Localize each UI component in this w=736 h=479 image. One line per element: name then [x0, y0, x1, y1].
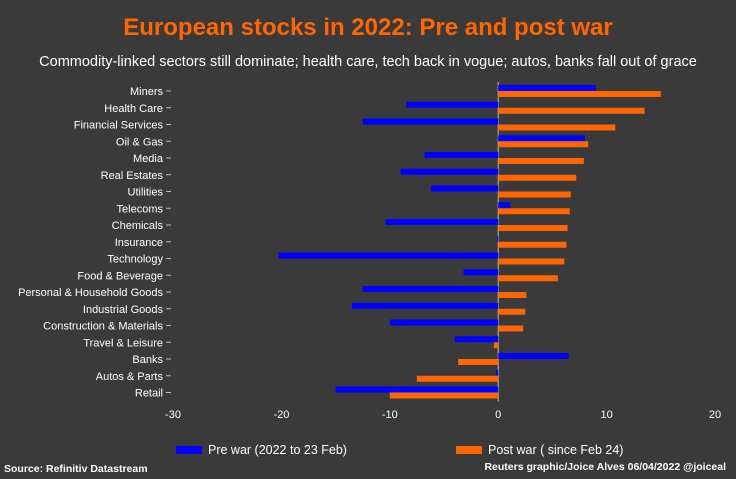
bar-post-war: [498, 191, 571, 198]
legend-pre-war-swatch: [176, 446, 202, 454]
bar-post-war: [498, 91, 661, 97]
category-label: Financial Services: [74, 120, 164, 132]
category-label: Telecoms: [117, 203, 164, 215]
bar-post-war: [498, 107, 645, 114]
category-label: Health Care: [104, 103, 163, 115]
bar-post-war: [498, 292, 527, 298]
bar-pre-war: [498, 85, 596, 91]
credit-note: Reuters graphic/Joice Alves 06/04/2022 @…: [484, 461, 726, 473]
category-label: Food & Beverage: [77, 270, 163, 282]
category-label: Travel & Leisure: [83, 337, 163, 349]
source-note: Source: Refinitiv Datastream: [4, 463, 148, 475]
bar-pre-war: [463, 269, 499, 276]
category-label: Oil & Gas: [116, 136, 164, 148]
bar-pre-war: [498, 202, 511, 209]
bar-pre-war: [406, 101, 499, 108]
bar-pre-war: [389, 319, 499, 326]
bar-post-war: [498, 208, 570, 215]
x-tick-label: 0: [495, 409, 501, 421]
x-tick-label: 10: [600, 409, 612, 421]
bar-pre-war: [454, 336, 499, 343]
category-label: Media: [133, 153, 164, 165]
legend-post-war: Post war ( since Feb 24): [456, 443, 623, 457]
category-label: Construction & Materials: [43, 321, 163, 333]
bar-pre-war: [497, 235, 499, 242]
legend-post-war-swatch: [456, 446, 482, 454]
bar-post-war: [498, 308, 526, 315]
bar-post-war: [493, 342, 499, 349]
chart-title: European stocks in 2022: Pre and post wa…: [123, 14, 613, 41]
category-label: Industrial Goods: [83, 304, 164, 316]
bar-post-war: [498, 124, 616, 131]
bar-post-war: [498, 141, 589, 148]
legend-pre-war-label: Pre war (2022 to 23 Feb): [208, 443, 347, 457]
bar-post-war: [389, 392, 499, 399]
category-label: Miners: [130, 86, 164, 98]
x-tick-label: -10: [382, 409, 398, 421]
bar-pre-war: [362, 286, 499, 292]
chart-subtitle: Commodity-linked sectors still dominate;…: [39, 54, 697, 70]
bar-pre-war: [278, 252, 499, 259]
legend-post-war-label: Post war ( since Feb 24): [488, 443, 624, 457]
bar-pre-war: [351, 302, 499, 309]
category-label: Banks: [132, 354, 163, 366]
legend-pre-war: Pre war (2022 to 23 Feb): [176, 443, 347, 457]
bar-post-war: [498, 158, 584, 164]
bar-pre-war: [335, 386, 499, 393]
category-label: Insurance: [115, 237, 163, 249]
x-tick-label: -20: [273, 409, 289, 421]
bar-pre-war: [498, 353, 569, 359]
bar-post-war: [498, 258, 565, 265]
x-tick-label: -30: [165, 409, 181, 421]
bar-post-war: [498, 241, 567, 248]
bar-post-war: [498, 174, 577, 181]
category-label: Retail: [135, 388, 163, 400]
category-label: Real Estates: [101, 170, 164, 182]
bar-pre-war: [400, 168, 499, 175]
category-label: Autos & Parts: [96, 371, 164, 383]
bar-post-war: [498, 225, 568, 231]
bar-pre-war: [385, 219, 499, 225]
category-label: Chemicals: [112, 220, 164, 232]
bar-post-war: [498, 325, 524, 332]
category-label: Personal & Household Goods: [18, 287, 163, 299]
bar-pre-war: [362, 118, 499, 125]
bar-pre-war: [430, 185, 499, 192]
category-label: Utilities: [128, 187, 164, 199]
bar-post-war: [458, 359, 499, 365]
category-label: Technology: [107, 254, 163, 266]
x-tick-label: 20: [709, 409, 721, 421]
bar-pre-war: [496, 369, 499, 376]
bar-post-war: [498, 275, 558, 282]
bar-pre-war: [424, 152, 499, 158]
bar-post-war: [416, 375, 499, 382]
bar-pre-war: [498, 135, 585, 142]
